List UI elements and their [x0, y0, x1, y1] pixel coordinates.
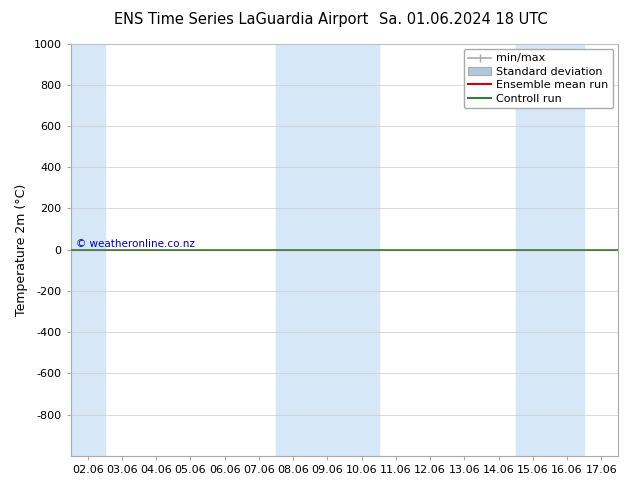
Y-axis label: Temperature 2m (°C): Temperature 2m (°C): [15, 184, 28, 316]
Bar: [310, 44, 344, 456]
Legend: min/max, Standard deviation, Ensemble mean run, Controll run: min/max, Standard deviation, Ensemble me…: [464, 49, 613, 108]
Bar: [550, 44, 585, 456]
Text: ENS Time Series LaGuardia Airport: ENS Time Series LaGuardia Airport: [113, 12, 368, 27]
Bar: [515, 44, 550, 456]
Text: © weatheronline.co.nz: © weatheronline.co.nz: [76, 239, 195, 249]
Bar: [70, 44, 105, 456]
Text: Sa. 01.06.2024 18 UTC: Sa. 01.06.2024 18 UTC: [378, 12, 547, 27]
Bar: [344, 44, 378, 456]
Bar: [276, 44, 310, 456]
